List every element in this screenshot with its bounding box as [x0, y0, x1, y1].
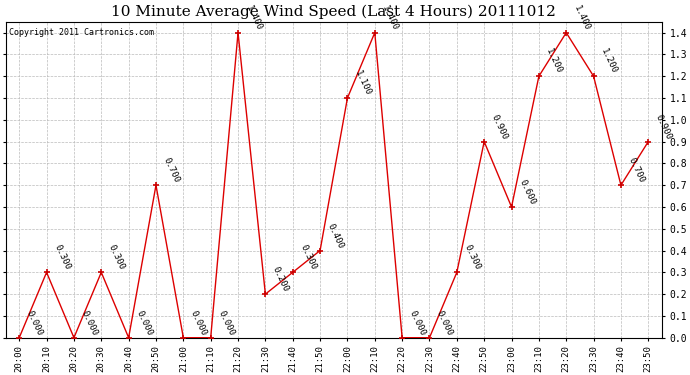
Text: 0.200: 0.200 [271, 265, 290, 293]
Text: 0.400: 0.400 [326, 222, 345, 250]
Text: 0.000: 0.000 [79, 309, 99, 337]
Title: 10 Minute Average Wind Speed (Last 4 Hours) 20111012: 10 Minute Average Wind Speed (Last 4 Hou… [111, 5, 556, 19]
Text: 0.000: 0.000 [216, 309, 236, 337]
Text: 0.000: 0.000 [134, 309, 154, 337]
Text: 1.400: 1.400 [572, 4, 591, 32]
Text: 0.300: 0.300 [462, 243, 482, 272]
Text: Copyright 2011 Cartronics.com: Copyright 2011 Cartronics.com [9, 28, 154, 37]
Text: 0.000: 0.000 [408, 309, 427, 337]
Text: 1.100: 1.100 [353, 69, 373, 97]
Text: 0.300: 0.300 [107, 243, 126, 272]
Text: 0.000: 0.000 [189, 309, 208, 337]
Text: 0.700: 0.700 [161, 156, 181, 184]
Text: 0.300: 0.300 [298, 243, 318, 272]
Text: 0.300: 0.300 [52, 243, 72, 272]
Text: 0.900: 0.900 [654, 112, 673, 141]
Text: 1.400: 1.400 [380, 4, 400, 32]
Text: 1.400: 1.400 [244, 4, 263, 32]
Text: 0.000: 0.000 [435, 309, 455, 337]
Text: 0.000: 0.000 [25, 309, 44, 337]
Text: 1.200: 1.200 [599, 47, 619, 75]
Text: 0.900: 0.900 [490, 112, 509, 141]
Text: 0.600: 0.600 [517, 178, 537, 206]
Text: 1.200: 1.200 [544, 47, 564, 75]
Text: 0.700: 0.700 [627, 156, 646, 184]
